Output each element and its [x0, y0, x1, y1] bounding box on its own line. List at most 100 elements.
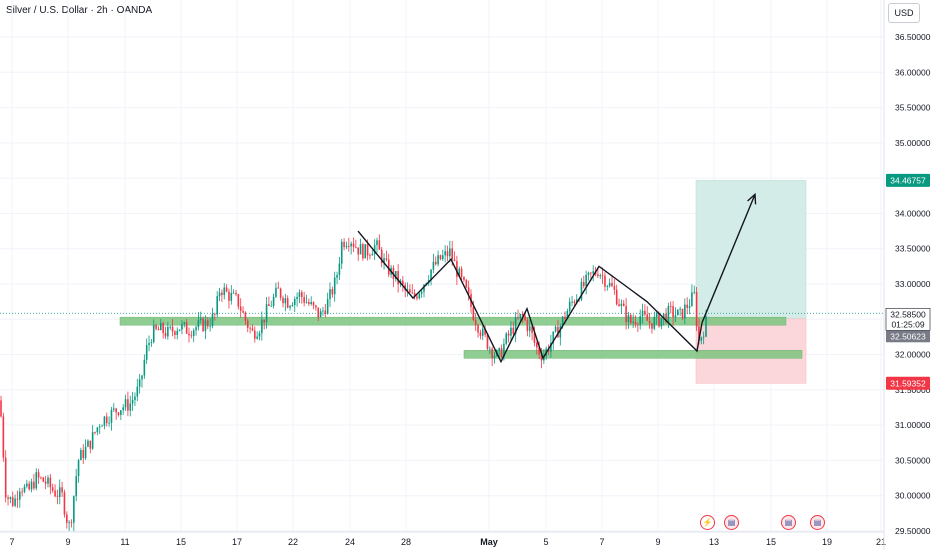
candle-body — [221, 292, 223, 296]
candle-body — [16, 498, 19, 500]
candle-body — [108, 422, 110, 424]
candle-body — [4, 457, 7, 498]
candle-body — [552, 331, 555, 343]
zones — [0, 180, 884, 384]
candle-body — [465, 280, 468, 288]
candle-body — [258, 333, 261, 337]
candle-body — [84, 446, 87, 459]
candle-body — [298, 292, 301, 297]
candle-body — [73, 496, 75, 523]
candle-body — [202, 318, 204, 331]
candle-body — [26, 483, 28, 487]
y-tick-label: 32.00000 — [895, 350, 931, 360]
candle-body — [129, 403, 132, 411]
candle-body — [261, 319, 263, 334]
candle-body — [660, 318, 663, 327]
candle-body — [23, 486, 26, 492]
candle-body — [376, 240, 378, 246]
candle-body — [608, 282, 611, 287]
candle-body — [634, 321, 637, 325]
currency-button[interactable]: USD — [888, 3, 920, 23]
current-price-label: 32.58500 — [890, 309, 926, 319]
y-tick-label: 33.50000 — [895, 244, 931, 254]
y-tick-label: 35.00000 — [895, 138, 931, 148]
candle-body — [458, 268, 461, 277]
candle-body — [639, 316, 641, 325]
lower-support-zone — [463, 350, 803, 359]
candle-body — [442, 255, 444, 260]
candle-body — [270, 305, 273, 307]
candle-body — [627, 315, 630, 323]
candle-body — [641, 310, 644, 317]
candle-body — [87, 440, 89, 447]
candle-body — [693, 291, 696, 293]
candle-body — [637, 324, 639, 326]
us-flag-event-icon[interactable]: ▤ — [810, 515, 825, 530]
candle-body — [275, 287, 277, 297]
candle-body — [507, 333, 510, 336]
candle-body — [343, 241, 345, 248]
y-tick-label: 35.50000 — [895, 103, 931, 113]
candle-body — [28, 483, 30, 490]
candle-body — [246, 320, 249, 328]
x-tick-label: 7 — [599, 537, 604, 547]
candle-body — [592, 271, 594, 274]
x-tick-label: 5 — [543, 537, 548, 547]
candle-body — [312, 302, 315, 306]
candle-body — [510, 327, 512, 336]
us-flag-event-icon[interactable]: ▤ — [724, 515, 739, 530]
candle-body — [77, 460, 80, 477]
y-tick-label: 36.00000 — [895, 67, 931, 77]
candle-body — [185, 322, 188, 334]
target-price-label-bg — [886, 173, 930, 187]
candle-body — [378, 240, 381, 250]
candle-body — [98, 426, 101, 428]
candle-body — [164, 332, 167, 337]
candle-body — [519, 313, 522, 319]
candle-body — [63, 492, 66, 515]
candle-body — [239, 306, 242, 311]
candle-body — [554, 326, 557, 332]
candle-body — [230, 292, 233, 301]
candle-body — [228, 291, 230, 301]
candle-body — [11, 497, 14, 506]
candle-body — [536, 342, 538, 348]
candle-body — [37, 472, 40, 478]
candle-body — [209, 325, 211, 327]
candle-body — [7, 497, 9, 499]
candle-body — [319, 311, 322, 318]
candle-body — [568, 301, 571, 311]
candle-body — [681, 308, 684, 319]
candle-body — [89, 440, 92, 449]
candle-body — [620, 303, 623, 306]
x-tick-label: 22 — [288, 537, 298, 547]
candle-body — [665, 313, 667, 323]
x-tick-label: 15 — [766, 537, 776, 547]
candle-body — [456, 261, 458, 277]
candle-body — [550, 342, 552, 352]
candle-body — [355, 246, 357, 248]
candle-body — [82, 450, 85, 459]
candle-body — [500, 348, 503, 357]
candle-body — [575, 299, 578, 304]
flash-event-icon[interactable]: ⚡ — [700, 515, 715, 530]
projection-arrowhead — [747, 192, 757, 205]
candle-body — [387, 259, 390, 275]
candle-body — [698, 326, 700, 341]
x-tick-label: 11 — [120, 537, 129, 547]
candle-body — [249, 327, 251, 329]
candle-body — [702, 336, 705, 338]
candle-body — [70, 522, 73, 524]
candle-body — [310, 302, 312, 305]
candle-body — [669, 305, 672, 307]
candle-body — [484, 328, 486, 335]
entry-price-label: 32.50623 — [890, 331, 926, 341]
y-tick-label: 36.50000 — [895, 32, 931, 42]
candle-body — [348, 246, 350, 247]
candle-body — [162, 323, 164, 333]
x-tick-label: 9 — [65, 537, 70, 547]
candle-body — [423, 284, 425, 292]
us-flag-event-icon[interactable]: ▤ — [781, 515, 796, 530]
candle-body — [51, 487, 54, 491]
